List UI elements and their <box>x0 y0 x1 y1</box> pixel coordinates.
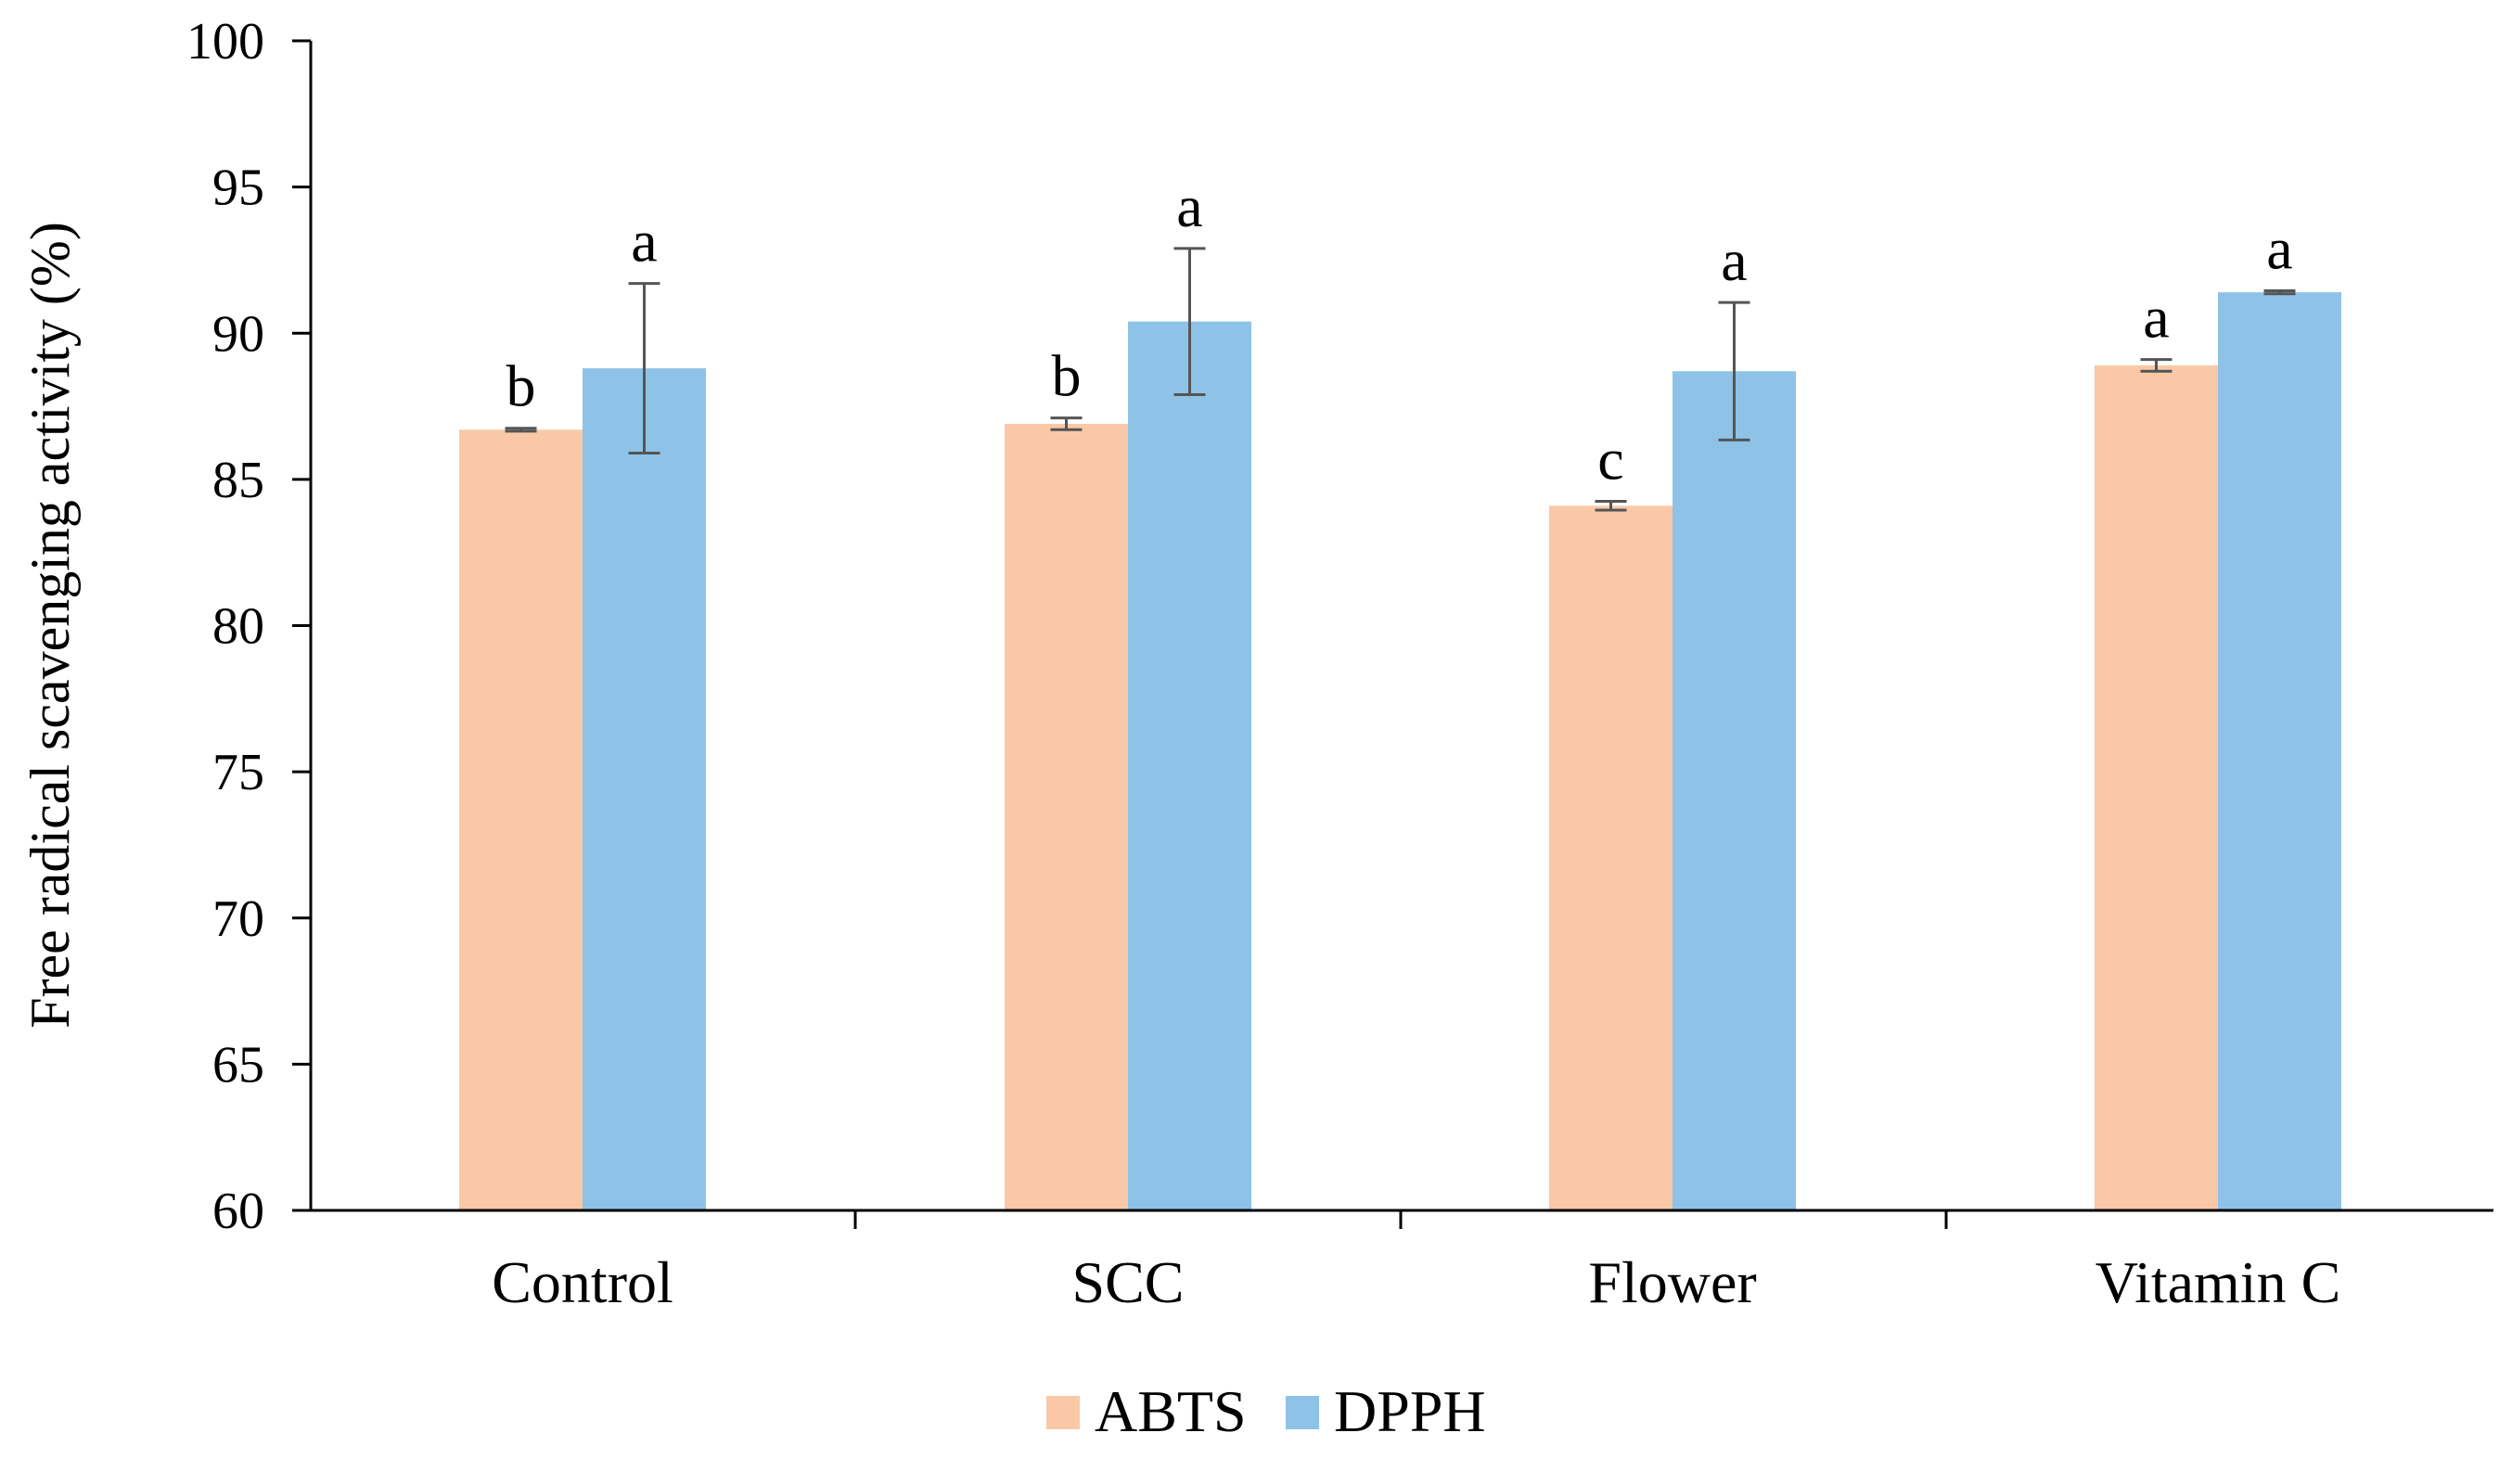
y-tick-label: 75 <box>212 744 264 801</box>
y-tick-label: 85 <box>212 452 264 509</box>
significance-letter: b <box>1052 343 1082 409</box>
significance-letter: a <box>2266 216 2292 282</box>
y-tick-label: 80 <box>212 598 264 656</box>
y-ticks-layer: 60 65 70 75 80 85 90 95 100 <box>186 13 1948 1240</box>
bar-dpph <box>2218 292 2341 1210</box>
y-axis-title: Free radical scavenging activity (%) <box>19 222 81 1029</box>
y-tick-label: 100 <box>186 13 264 70</box>
bar-dpph <box>1128 321 1251 1210</box>
x-tick-label: Control <box>492 1249 673 1315</box>
y-tick-label: 95 <box>212 160 264 217</box>
x-tick-label: SCC <box>1072 1249 1185 1315</box>
y-tick-label: 90 <box>212 305 264 363</box>
bar-abts <box>2095 365 2218 1210</box>
significance-letter: a <box>631 209 657 275</box>
legend: ABTS DPPH <box>1046 1378 1486 1444</box>
bar-dpph <box>583 368 706 1211</box>
y-tick-label: 60 <box>212 1183 264 1240</box>
bar-abts <box>1549 505 1673 1210</box>
error-bars-layer <box>505 247 2296 512</box>
significance-letter: b <box>506 353 536 419</box>
bar-abts <box>1005 423 1128 1210</box>
y-tick-label: 70 <box>212 890 264 948</box>
legend-swatch-abts <box>1046 1396 1080 1429</box>
legend-swatch-dpph <box>1286 1396 1319 1429</box>
bar-dpph <box>1673 371 1796 1210</box>
legend-label: DPPH <box>1334 1378 1486 1444</box>
bar-abts <box>459 429 583 1211</box>
y-tick-label: 65 <box>212 1036 264 1094</box>
bars-layer <box>459 292 2341 1211</box>
significance-letter: a <box>2143 285 2169 351</box>
significance-labels-layer: b b c a a a a a <box>506 173 2293 493</box>
significance-letter: c <box>1597 427 1623 493</box>
significance-letter: a <box>1721 227 1747 293</box>
x-tick-label: Vitamin C <box>2095 1249 2341 1315</box>
x-tick-label: Flower <box>1588 1249 1756 1315</box>
significance-letter: a <box>1176 173 1202 239</box>
x-tick-labels-layer: Control SCC Flower Vitamin C <box>492 1249 2340 1315</box>
legend-label: ABTS <box>1095 1378 1247 1444</box>
